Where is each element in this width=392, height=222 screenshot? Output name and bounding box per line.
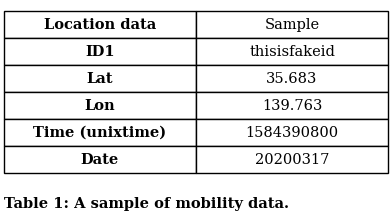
Text: Table 1: A sample of mobility data.: Table 1: A sample of mobility data.	[4, 197, 289, 211]
Text: Location data: Location data	[44, 18, 156, 32]
Bar	[4, 119, 196, 146]
Bar	[196, 65, 388, 92]
Text: Sample: Sample	[265, 18, 319, 32]
Text: thisisfakeid: thisisfakeid	[249, 45, 335, 59]
Bar	[4, 146, 196, 173]
Bar	[4, 92, 196, 119]
Bar	[196, 146, 388, 173]
Bar	[196, 119, 388, 146]
Text: 1584390800: 1584390800	[245, 126, 339, 140]
Text: Date: Date	[81, 153, 119, 167]
Bar	[196, 92, 388, 119]
Bar	[4, 38, 196, 65]
Text: Lat: Lat	[87, 72, 113, 86]
Text: 139.763: 139.763	[262, 99, 322, 113]
Text: Time (unixtime): Time (unixtime)	[33, 126, 167, 140]
Text: Lon: Lon	[85, 99, 115, 113]
Bar	[4, 65, 196, 92]
Text: 35.683: 35.683	[266, 72, 318, 86]
Text: ID1: ID1	[85, 45, 115, 59]
Bar	[196, 38, 388, 65]
Text: 20200317: 20200317	[255, 153, 329, 167]
Bar	[196, 11, 388, 38]
Bar	[4, 11, 196, 38]
